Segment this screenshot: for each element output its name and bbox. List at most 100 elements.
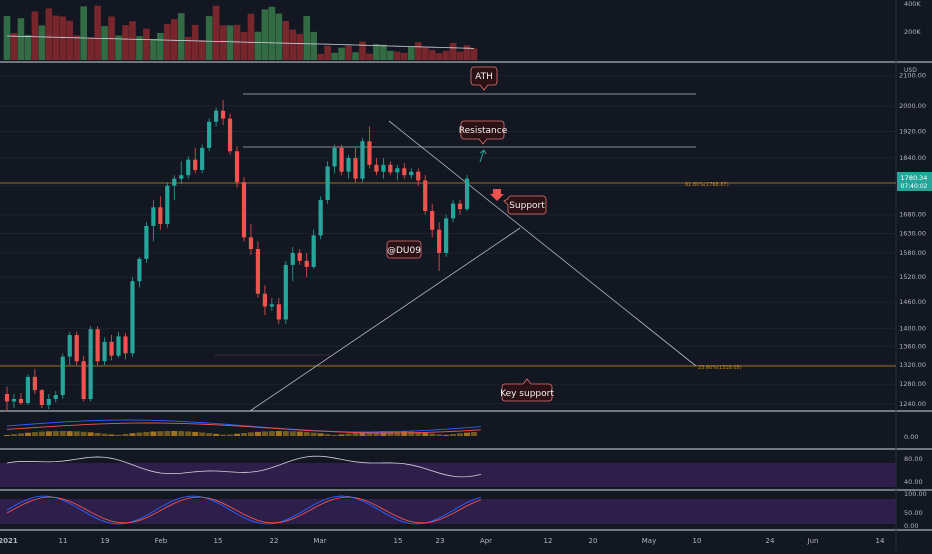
candle[interactable] [262,285,267,316]
callout-watermark[interactable]: @DU09 [386,240,422,259]
macd-histogram-bar [470,432,477,436]
candle[interactable] [269,297,274,311]
time-tick-label: Jun [807,537,819,545]
candle[interactable] [53,391,58,403]
candle[interactable] [172,175,177,201]
candle[interactable] [158,196,163,230]
candle[interactable] [437,222,442,271]
macd-histogram-bar [275,431,282,436]
candle[interactable] [95,326,100,366]
candle[interactable] [67,331,72,366]
candle[interactable] [423,175,428,215]
candle[interactable] [290,247,295,282]
candle[interactable] [241,176,247,242]
candle[interactable] [339,144,344,176]
candle[interactable] [179,161,184,184]
rsi-pane[interactable]: 80.00 40.00 [0,455,923,487]
candle[interactable] [144,222,149,263]
candle[interactable] [318,196,323,240]
volume-bar [345,45,352,60]
candle[interactable] [32,368,37,395]
candle[interactable] [304,252,309,278]
candle[interactable] [165,182,170,228]
volume-bar [101,26,108,60]
candle[interactable] [11,394,17,409]
candle[interactable] [457,200,463,215]
candle[interactable] [367,126,372,169]
candle-body [18,398,24,403]
candle[interactable] [388,161,393,176]
candle[interactable] [395,164,400,181]
candle[interactable] [151,200,156,242]
candle[interactable] [325,161,330,204]
candle[interactable] [430,203,435,238]
candle[interactable] [18,393,24,406]
candle[interactable] [88,326,93,402]
macd-histogram-bar [429,433,436,436]
candle[interactable] [227,113,233,155]
stochastic-pane[interactable]: 100.00 50.00 0.00 [0,490,927,530]
candle[interactable] [353,147,358,183]
candle[interactable] [332,144,337,174]
candle[interactable] [444,214,449,257]
candle[interactable] [81,355,86,402]
candle[interactable] [276,297,281,324]
time-axis[interactable]: 2021 11 19 Feb 15 22 Mar 15 23 Apr 12 20 May 10 24 Jun 1… [0,537,885,545]
volume-pane[interactable]: 400K 200K [3,0,922,61]
candle[interactable] [311,229,316,269]
macd-pane[interactable]: 0.00 [4,419,918,441]
candle[interactable] [248,224,254,255]
rsi-tick-label: 40.00 [904,478,923,486]
candle[interactable] [297,249,302,265]
callout-resistance[interactable]: Resistance [459,120,508,145]
candle[interactable] [283,260,288,324]
volume-bar [317,53,324,60]
candle[interactable] [60,353,65,399]
candle[interactable] [214,107,219,127]
candle[interactable] [116,331,121,358]
candle[interactable] [109,335,114,361]
candle[interactable] [130,277,135,357]
candle[interactable] [123,332,128,360]
candle[interactable] [4,386,10,412]
candle[interactable] [39,389,44,409]
callout-key-support[interactable]: Key support [500,378,554,402]
candle[interactable] [464,175,470,211]
volume-bar [212,5,220,60]
ascending-trendline[interactable] [249,227,521,412]
price-tick-label: 1280.00 [899,380,926,388]
candle[interactable] [255,241,261,298]
candle[interactable] [74,331,79,366]
candle[interactable] [193,147,198,174]
descending-trendline[interactable] [388,120,697,367]
candle[interactable] [137,256,142,288]
callout-support[interactable]: Support [503,195,547,215]
macd-histogram-bar [101,433,108,436]
candle[interactable] [25,374,31,406]
candle[interactable] [416,168,421,186]
candle[interactable] [220,99,226,125]
candle[interactable] [346,154,351,179]
macd-histogram-bar [185,431,192,436]
candle[interactable] [450,200,456,223]
macd-histogram-bar [289,431,296,436]
candle[interactable] [200,144,205,174]
candle[interactable] [207,118,212,152]
candle[interactable] [409,168,414,179]
callout-ath[interactable]: ATH [470,66,498,91]
candle[interactable] [381,157,386,179]
time-tick-label: 20 [589,537,598,545]
volume-bar [164,24,171,60]
candle-body [137,258,142,282]
candle-body [457,203,463,210]
candle[interactable] [234,146,240,188]
candlestick-series[interactable] [4,99,470,412]
candle[interactable] [374,157,379,176]
candle[interactable] [102,337,107,366]
candle[interactable] [186,156,191,179]
candle[interactable] [46,394,51,410]
candle[interactable] [360,137,365,183]
candle[interactable] [402,163,407,179]
